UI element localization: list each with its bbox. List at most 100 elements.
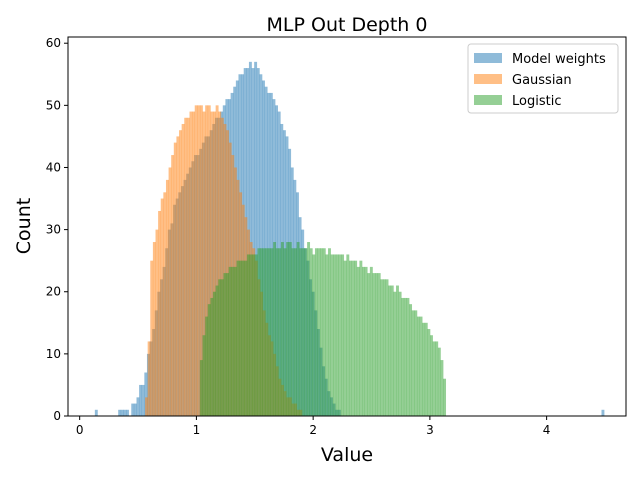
histogram-bar xyxy=(422,322,426,416)
histogram-bar xyxy=(265,248,269,416)
histogram-bar xyxy=(223,273,227,416)
histogram-bar xyxy=(226,130,230,416)
histogram-bar xyxy=(139,384,143,416)
histogram-bar xyxy=(325,254,329,416)
histogram-bar xyxy=(307,242,311,416)
histogram-bar xyxy=(260,248,263,416)
histogram-bar xyxy=(220,117,224,417)
histogram-bar xyxy=(246,254,250,416)
histogram-bar xyxy=(320,248,324,416)
histogram-bar xyxy=(133,403,137,416)
histogram-bar xyxy=(251,68,255,416)
histogram-bar xyxy=(367,273,371,416)
histogram-bar xyxy=(280,242,284,416)
histogram-bar xyxy=(299,248,303,416)
histogram-bar xyxy=(249,254,253,416)
legend-swatch xyxy=(474,95,502,105)
histogram-bar xyxy=(377,273,381,416)
histogram-bar xyxy=(199,105,203,416)
histogram-bar xyxy=(401,297,405,416)
histogram-bar xyxy=(393,291,397,416)
histogram-bar xyxy=(254,61,258,416)
histogram-bar xyxy=(301,248,305,416)
histogram-bar xyxy=(296,242,300,416)
histogram-bar xyxy=(202,335,206,416)
histogram-bar xyxy=(199,360,203,416)
histogram-bar xyxy=(409,304,413,416)
histogram-bar xyxy=(364,266,368,416)
histogram-bar xyxy=(262,80,265,417)
histogram-bar xyxy=(152,242,156,416)
legend-label: Logistic xyxy=(512,94,561,109)
histogram-bar xyxy=(205,316,209,416)
x-tick-label: 0 xyxy=(76,423,84,437)
x-tick-label: 4 xyxy=(543,423,551,437)
legend-box xyxy=(467,43,619,114)
histogram-bar xyxy=(94,409,98,416)
histogram-bar xyxy=(192,111,196,416)
histogram-bar xyxy=(322,248,326,416)
histogram-bar xyxy=(335,254,339,416)
histogram-bar xyxy=(362,266,365,416)
x-axis-ticks: 0 1 2 3 4 xyxy=(76,416,551,437)
histogram-bar xyxy=(390,285,394,416)
histogram-bar xyxy=(601,409,605,416)
histogram-bar xyxy=(348,260,352,416)
histogram-bar xyxy=(144,372,148,416)
histogram-bar xyxy=(256,68,260,416)
histogram-bar xyxy=(430,335,433,416)
histogram-bar xyxy=(218,111,222,416)
histogram-bar xyxy=(432,341,436,416)
histogram-bar xyxy=(213,111,216,416)
x-tick-label: 1 xyxy=(193,423,201,437)
legend-swatch xyxy=(474,74,502,84)
histogram-bar xyxy=(372,273,376,416)
y-tick-label: 10 xyxy=(46,347,61,361)
y-tick-label: 40 xyxy=(46,160,61,174)
axes-frame xyxy=(67,36,627,417)
histogram-bar xyxy=(304,248,308,416)
histogram-bar xyxy=(267,248,271,416)
histogram-bar xyxy=(356,266,360,416)
y-tick-label: 60 xyxy=(46,36,61,50)
histogram-bar xyxy=(136,397,140,416)
legend-swatch xyxy=(474,53,502,63)
histogram-bar xyxy=(176,136,180,416)
histogram-bars xyxy=(94,61,605,417)
histogram-bar xyxy=(173,142,177,416)
histogram-bar xyxy=(184,117,188,417)
histogram-bar xyxy=(155,229,159,416)
histogram-bar xyxy=(330,254,334,416)
histogram-bar xyxy=(273,242,277,416)
histogram-bar xyxy=(228,266,232,416)
histogram-bar xyxy=(118,409,122,416)
histogram-bar xyxy=(218,279,222,416)
histogram-bar xyxy=(210,297,214,416)
legend-label: Gaussian xyxy=(512,73,572,88)
histogram-bar xyxy=(131,403,135,416)
histogram-bar xyxy=(207,105,211,416)
histogram-bar xyxy=(351,260,355,416)
histogram-bar xyxy=(181,123,185,416)
histogram-bar xyxy=(283,248,287,416)
histogram-bar xyxy=(354,260,358,416)
histogram-bar xyxy=(435,341,439,416)
series-3-bars xyxy=(199,242,447,416)
histogram-bar xyxy=(189,111,193,416)
histogram-bar xyxy=(141,384,145,416)
histogram-bar xyxy=(291,248,295,416)
histogram-bar xyxy=(414,310,418,416)
histogram-bar xyxy=(270,248,274,416)
histogram-bar xyxy=(286,242,290,416)
histogram-bar xyxy=(338,254,342,416)
histogram-bar xyxy=(168,167,172,416)
histogram-bar xyxy=(158,210,162,416)
histogram-bar xyxy=(215,105,219,416)
chart-title: MLP Out Depth 0 xyxy=(267,14,428,36)
x-tick-label: 3 xyxy=(426,423,434,437)
histogram-bar xyxy=(424,322,428,416)
histogram-bar xyxy=(328,248,331,416)
histogram-bar xyxy=(403,297,407,416)
